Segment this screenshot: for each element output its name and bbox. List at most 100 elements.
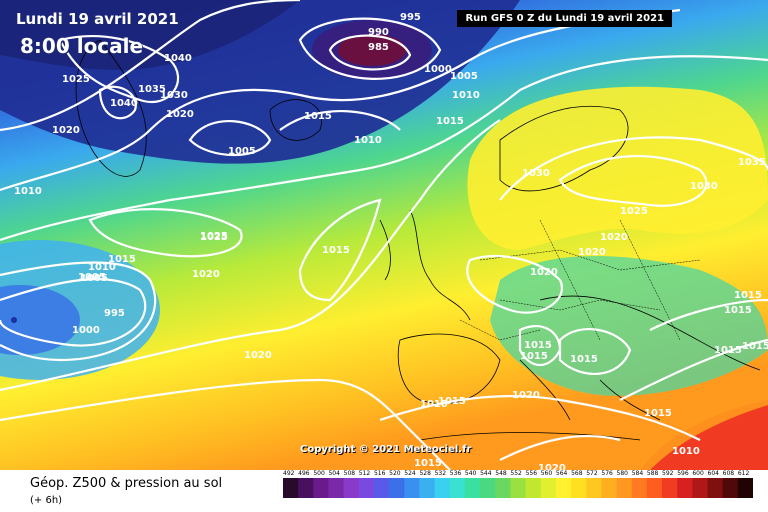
forecast-date: Lundi 19 avril 2021 bbox=[16, 10, 179, 28]
isobar-label: 1025 bbox=[200, 231, 228, 242]
southeast-warm-zone bbox=[640, 400, 768, 470]
scale-tick-label: 512 bbox=[358, 470, 371, 477]
isobar-label: 1020 bbox=[538, 463, 566, 470]
scale-tick-label: 492 bbox=[283, 470, 295, 477]
isobar-label: 1030 bbox=[690, 181, 718, 192]
isobar-label: 1000 bbox=[424, 64, 452, 75]
isobar-labels: 995 990 985 1000 1005 1010 1015 1040 103… bbox=[14, 12, 768, 470]
model-run-label: Run GFS 0 Z du Lundi 19 avril 2021 bbox=[457, 10, 672, 27]
darkest-zone bbox=[0, 0, 300, 70]
isobar-label: 1015 bbox=[108, 254, 136, 265]
scale-tick-label: 544 bbox=[480, 470, 492, 477]
scale-tick-label: 520 bbox=[389, 470, 401, 477]
scale-swatch bbox=[540, 478, 557, 498]
copyright-notice: Copyright © 2021 Meteociel.fr bbox=[300, 444, 472, 455]
isobar-label: 1015 bbox=[734, 290, 762, 301]
scale-tick-label: 552 bbox=[510, 470, 522, 477]
scale-swatch bbox=[631, 478, 648, 498]
scale-tick-label: 556 bbox=[525, 470, 538, 477]
map-canvas: 995 990 985 1000 1005 1010 1015 1040 103… bbox=[0, 0, 768, 470]
isobar-label: 1040 bbox=[164, 53, 192, 64]
scale-swatch bbox=[328, 478, 345, 498]
scale-tick-label: 580 bbox=[616, 470, 628, 477]
deep-low-center bbox=[338, 34, 406, 66]
isobar-label: 1015 bbox=[436, 116, 464, 127]
isobar-label: 1010 bbox=[420, 399, 448, 410]
scale-tick-label: 596 bbox=[677, 470, 689, 477]
isobar-label: 1020 bbox=[244, 350, 272, 361]
isobar-label: 1015 bbox=[714, 345, 742, 356]
scale-tick-label: 524 bbox=[404, 470, 416, 477]
isobar-label: 1010 bbox=[354, 135, 382, 146]
scale-swatch bbox=[586, 478, 602, 498]
scale-tick-label: 584 bbox=[631, 470, 644, 477]
color-scale bbox=[283, 478, 753, 498]
scale-swatch bbox=[692, 478, 709, 498]
isobar-label: 1020 bbox=[192, 269, 220, 280]
coastlines bbox=[75, 39, 761, 441]
scale-tick-label: 564 bbox=[555, 470, 568, 477]
isobar-label: 1020 bbox=[52, 125, 80, 136]
isobar-label: 1035 bbox=[138, 84, 166, 95]
scale-swatch bbox=[495, 478, 511, 498]
scale-tick-label: 504 bbox=[328, 470, 340, 477]
scale-swatch bbox=[389, 478, 405, 498]
isobar-label: 1015 bbox=[644, 408, 672, 419]
isobar-label: 1005 bbox=[80, 273, 108, 284]
scale-swatch bbox=[737, 478, 753, 498]
southeast-orange-zone bbox=[600, 390, 768, 470]
scale-tick-label: 592 bbox=[662, 470, 674, 477]
scale-swatch bbox=[358, 478, 375, 498]
isobar-label: 1005 bbox=[450, 71, 478, 82]
scale-swatch bbox=[525, 478, 542, 498]
legend-title: Géop. Z500 & pression au sol bbox=[30, 476, 223, 491]
isobar-label: 1015 bbox=[742, 341, 768, 352]
isobar-label: 1035 bbox=[738, 157, 766, 168]
scale-tick-label: 588 bbox=[646, 470, 659, 477]
scale-tick-label: 508 bbox=[343, 470, 356, 477]
isobar-label: 1010 bbox=[452, 90, 480, 101]
isobar-label: 1015 bbox=[414, 458, 442, 469]
isobar-label: 1020 bbox=[512, 390, 540, 401]
scale-swatch bbox=[343, 478, 360, 498]
scale-tick-label: 604 bbox=[707, 470, 719, 477]
west-low-core bbox=[0, 285, 80, 355]
scale-swatch bbox=[662, 478, 678, 498]
isobar-label: 1015 bbox=[438, 396, 466, 407]
isobar-label: 1025 bbox=[62, 74, 90, 85]
scale-swatch bbox=[571, 478, 587, 498]
scale-tick-label: 532 bbox=[434, 470, 447, 477]
isobar-label: 1020 bbox=[600, 232, 628, 243]
scale-swatch bbox=[646, 478, 663, 498]
scale-swatch bbox=[510, 478, 527, 498]
scale-tick-label: 568 bbox=[571, 470, 583, 477]
isobar-label: 1025 bbox=[200, 232, 228, 243]
scale-swatch bbox=[480, 478, 496, 498]
color-scale-labels: 492 496 500 504 508 512 516 520 524 528 532 536 540 5… bbox=[281, 470, 751, 480]
low-center-marker bbox=[11, 317, 17, 323]
scale-swatch bbox=[722, 478, 739, 498]
scale-swatch bbox=[298, 478, 314, 498]
isobar-label: 1030 bbox=[522, 168, 550, 179]
pressure-map: 995 990 985 1000 1005 1010 1015 1040 103… bbox=[0, 0, 768, 470]
isobar-label: 1015 bbox=[724, 305, 752, 316]
scale-swatch bbox=[449, 478, 466, 498]
scale-tick-label: 608 bbox=[722, 470, 735, 477]
scale-tick-label: 528 bbox=[419, 470, 431, 477]
isobar-label: 990 bbox=[368, 27, 389, 38]
legend-subtitle: (+ 6h) bbox=[30, 495, 63, 506]
scale-tick-label: 540 bbox=[464, 470, 477, 477]
isobar-label: 995 bbox=[400, 12, 421, 23]
scale-tick-label: 548 bbox=[495, 470, 507, 477]
scale-tick-label: 600 bbox=[692, 470, 704, 477]
isobar-label: 1015 bbox=[322, 245, 350, 256]
isobar-label: 1010 bbox=[14, 186, 42, 197]
isobar-label: 1020 bbox=[166, 109, 194, 120]
isobar-label: 1015 bbox=[520, 351, 548, 362]
isobar-label: 1020 bbox=[578, 247, 606, 258]
isobar-label: 985 bbox=[368, 42, 389, 53]
isobar-label: 995 bbox=[104, 308, 125, 319]
scale-swatch bbox=[707, 478, 724, 498]
scale-swatch bbox=[601, 478, 618, 498]
isobar-label: 1015 bbox=[524, 340, 552, 351]
